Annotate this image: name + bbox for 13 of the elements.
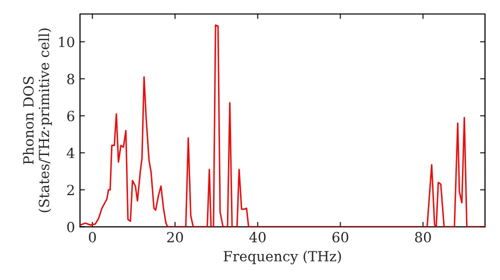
y-tick-label: 8 (67, 74, 74, 84)
y-tick-label: 6 (67, 110, 74, 122)
x-tick-label: 20 (167, 232, 183, 242)
y-tick-label: 4 (66, 148, 74, 158)
y-tick-label: 2 (67, 184, 74, 196)
x-axis-title: Frequency (THz) (224, 250, 341, 264)
x-tick-label: 40 (249, 232, 266, 242)
x-tick-label: 80 (415, 232, 431, 242)
y-axis-title: Phonon DOS (States/THz·primitive cell) (22, 28, 52, 212)
y-tick-label: 0 (67, 222, 74, 232)
y-tick-label: 10 (59, 36, 74, 48)
x-tick-label: 60 (332, 232, 348, 242)
x-tick-label: 0 (88, 232, 96, 242)
